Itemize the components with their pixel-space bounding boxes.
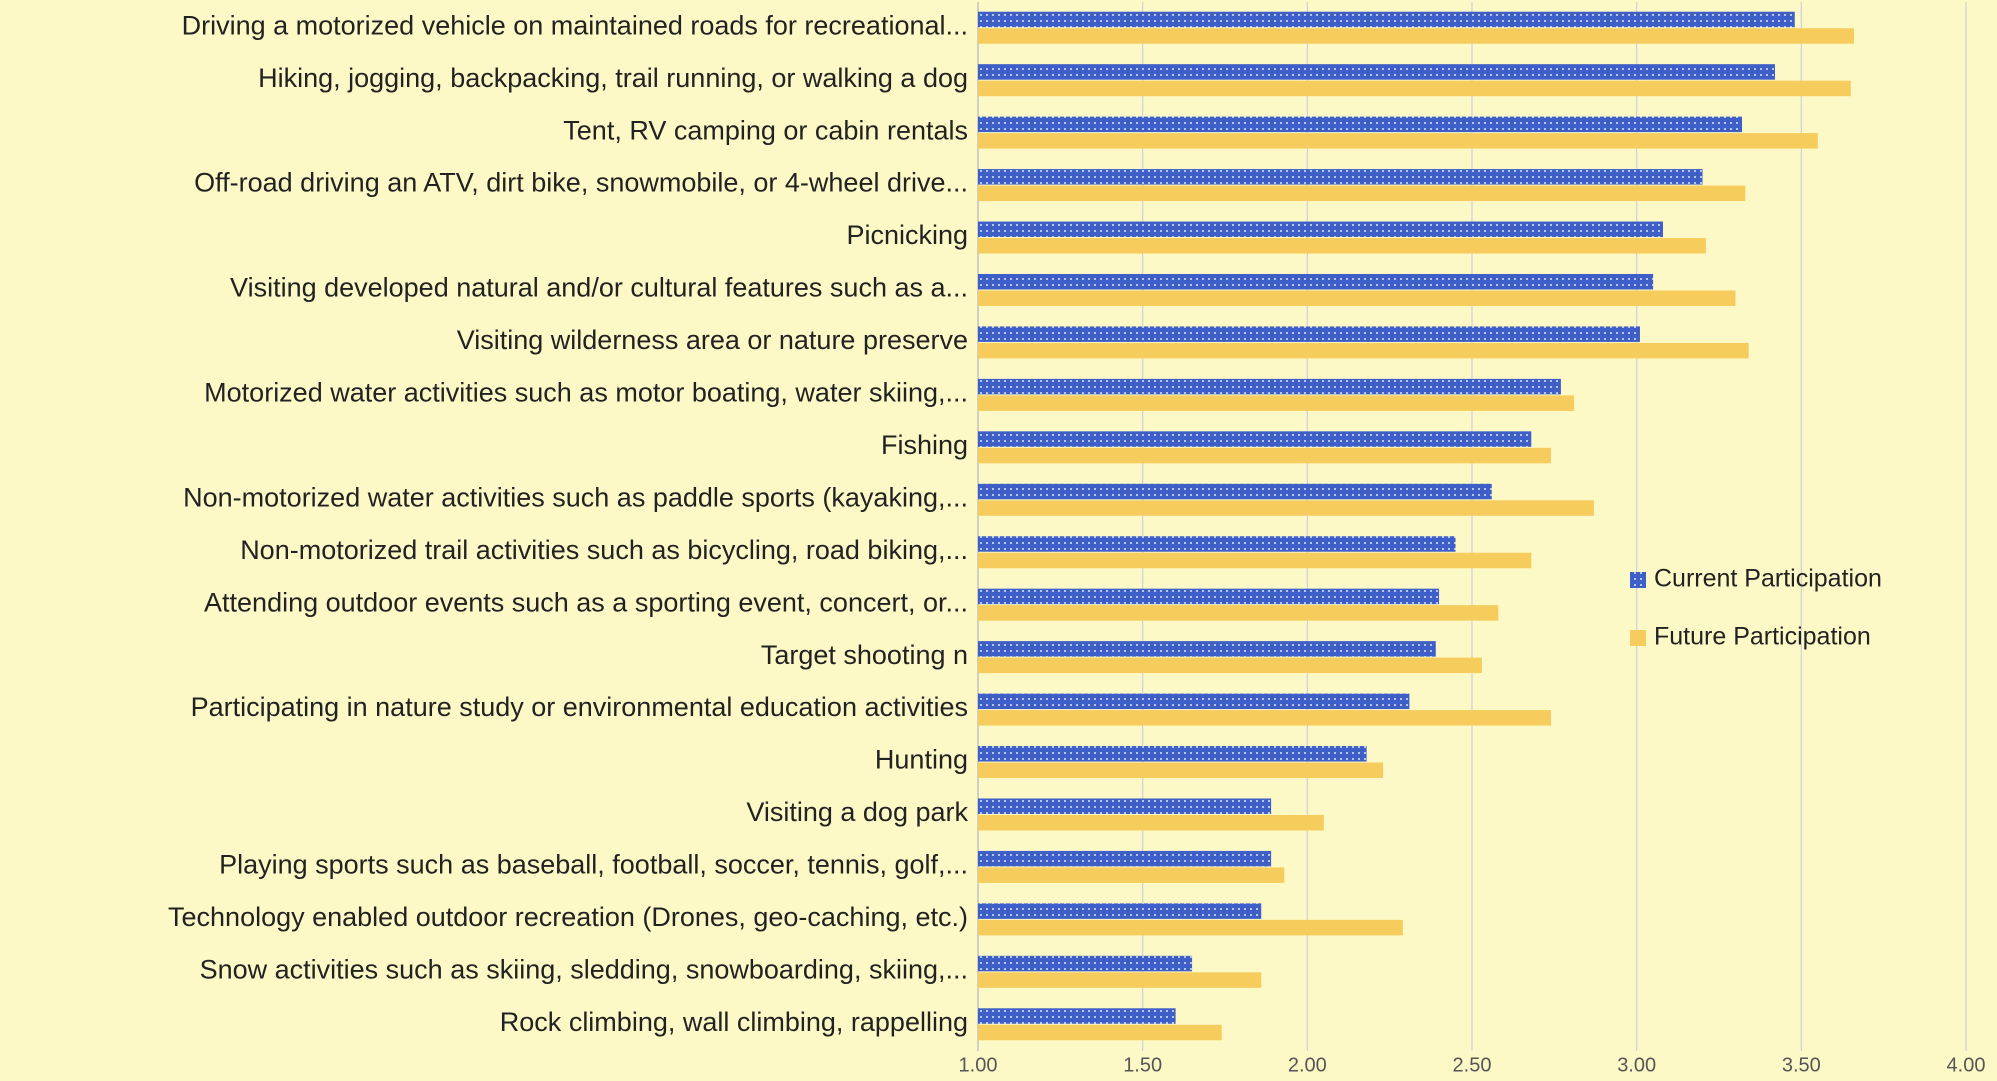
bar (978, 447, 1552, 464)
bar (978, 273, 1654, 290)
bar (978, 814, 1324, 831)
bar (978, 431, 1532, 447)
category-label: Off-road driving an ATV, dirt bike, snow… (194, 168, 968, 198)
bar (978, 850, 1272, 867)
bar (978, 693, 1410, 710)
legend-swatch (1630, 572, 1646, 588)
category-label: Rock climbing, wall climbing, rappelling (500, 1007, 968, 1037)
x-tick-label: 2.50 (1453, 1054, 1492, 1076)
category-label: Participating in nature study or environ… (191, 692, 968, 722)
x-tick-label: 4.00 (1947, 1054, 1986, 1076)
x-tick-label: 2.00 (1288, 1054, 1327, 1076)
category-label: Hiking, jogging, backpacking, trail runn… (258, 63, 968, 93)
bar (978, 588, 1440, 605)
category-label: Technology enabled outdoor recreation (D… (168, 902, 968, 932)
category-label: Visiting a dog park (746, 797, 968, 827)
bar (978, 185, 1746, 202)
category-label: Target shooting n (761, 640, 968, 670)
bar (978, 169, 1703, 185)
bar (978, 500, 1594, 516)
bar (978, 1008, 1176, 1024)
bar (978, 919, 1403, 936)
bar (978, 64, 1775, 80)
bar (978, 290, 1736, 306)
category-label: Non-motorized water activities such as p… (183, 482, 968, 512)
x-tick-label: 1.00 (959, 1054, 998, 1076)
bar (978, 641, 1436, 657)
bar (978, 326, 1640, 342)
x-tick-label: 3.50 (1782, 1054, 1821, 1076)
bar (978, 552, 1532, 569)
bar (978, 116, 1743, 133)
bar (978, 657, 1482, 674)
category-label: Fishing (881, 430, 968, 460)
legend-swatch (1630, 630, 1646, 646)
category-label: Driving a motorized vehicle on maintaine… (182, 10, 968, 40)
bar (978, 903, 1262, 919)
bar (978, 955, 1193, 972)
bar (978, 798, 1272, 814)
legend-label: Future Participation (1654, 623, 1871, 651)
category-label: Visiting developed natural and/or cultur… (230, 273, 968, 303)
bar (978, 80, 1851, 97)
bar (978, 762, 1384, 779)
bar (978, 221, 1664, 238)
bar (978, 536, 1456, 552)
bar (978, 710, 1552, 726)
bar (978, 867, 1285, 883)
bar (978, 395, 1575, 411)
bar (978, 972, 1262, 988)
bar (978, 605, 1499, 621)
x-tick-label: 3.00 (1617, 1054, 1656, 1076)
category-label: Playing sports such as baseball, footbal… (219, 850, 968, 880)
bar (978, 1024, 1222, 1041)
category-label: Motorized water activities such as motor… (204, 378, 968, 408)
bar (978, 133, 1818, 149)
bar (978, 11, 1795, 28)
category-label: Tent, RV camping or cabin rentals (563, 115, 968, 145)
category-label: Hunting (875, 745, 968, 775)
bar (978, 238, 1706, 254)
category-label: Visiting wilderness area or nature prese… (457, 325, 968, 355)
legend-label: Current Participation (1654, 565, 1882, 593)
category-label: Attending outdoor events such as a sport… (204, 587, 968, 617)
category-label: Picnicking (846, 220, 968, 250)
bar (978, 378, 1561, 395)
bar (978, 342, 1749, 359)
category-label: Snow activities such as skiing, sledding… (200, 954, 968, 984)
bar (978, 483, 1492, 500)
category-label: Non-motorized trail activities such as b… (240, 535, 968, 565)
bar (978, 746, 1367, 762)
bar (978, 28, 1855, 44)
x-tick-label: 1.50 (1123, 1054, 1162, 1076)
